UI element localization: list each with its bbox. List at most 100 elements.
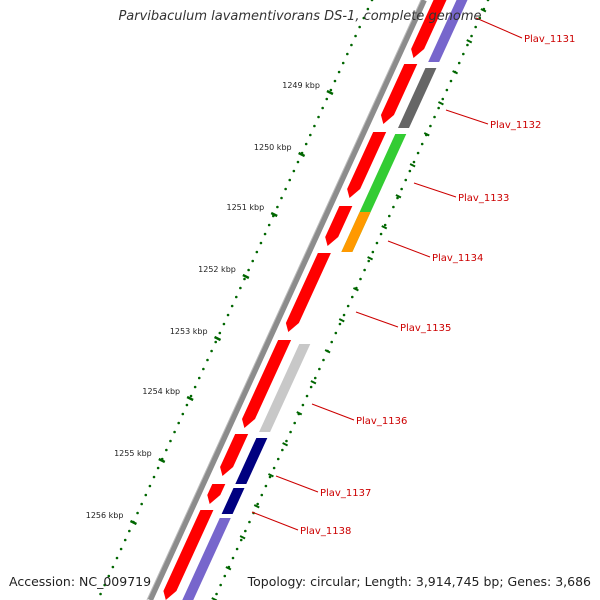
tick-dot-inner bbox=[429, 124, 432, 128]
tick-dot-inner bbox=[293, 421, 296, 425]
tick-dot-inner bbox=[322, 358, 325, 362]
reverse-cds-2 bbox=[398, 68, 437, 128]
tick-dot-outer bbox=[350, 43, 353, 47]
tick-dot-outer bbox=[309, 133, 312, 137]
tick-dot-outer bbox=[280, 196, 283, 200]
tick-dot-outer bbox=[354, 34, 357, 38]
kbp-tick-mark bbox=[186, 395, 194, 402]
kbp-tick-mark bbox=[326, 89, 334, 96]
tick-dot-outer bbox=[189, 394, 193, 398]
tick-dot-inner bbox=[412, 160, 416, 164]
forward-cds-4 bbox=[325, 206, 353, 246]
kbp-tick-label: 1252 kbp bbox=[198, 265, 236, 274]
gene-labels: Plav_1131 Plav_1132 Plav_1133 Plav_1134 Plav… bbox=[251, 17, 575, 537]
kbp-tick-label: 1256 kbp bbox=[86, 511, 124, 520]
tick-dot-outer bbox=[325, 97, 329, 101]
tick-dot-outer bbox=[123, 538, 127, 542]
tick-dot-inner bbox=[285, 439, 288, 443]
kbp-tick-mark bbox=[242, 273, 250, 280]
reverse-strand-cds bbox=[182, 0, 468, 600]
minor-tick-mark bbox=[296, 411, 303, 416]
tick-dot-inner bbox=[478, 16, 482, 20]
tick-dot-outer bbox=[214, 340, 218, 344]
reverse-cds-1 bbox=[428, 0, 468, 62]
gene-leader-line bbox=[251, 511, 299, 531]
kbp-tick-label: 1251 kbp bbox=[226, 203, 264, 212]
forward-cds-2 bbox=[380, 64, 418, 124]
backbone-ring bbox=[147, 0, 427, 600]
tick-dot-inner bbox=[219, 583, 222, 587]
minor-tick-mark bbox=[409, 163, 416, 168]
tick-dot-outer bbox=[247, 268, 250, 272]
reverse-cds-8 bbox=[182, 518, 231, 600]
tick-dot-outer bbox=[136, 511, 139, 515]
tick-dot-outer bbox=[370, 0, 374, 2]
tick-dot-outer bbox=[321, 106, 324, 110]
minor-tick-mark bbox=[267, 473, 274, 478]
minor-tick-mark bbox=[338, 318, 345, 323]
tick-dot-inner bbox=[334, 331, 338, 335]
backbone-highlight bbox=[146, 0, 422, 600]
minor-tick-mark bbox=[239, 535, 246, 540]
gene-label: Plav_1138 bbox=[300, 526, 351, 537]
gene-leader-line bbox=[387, 240, 431, 258]
tick-dot-outer bbox=[341, 61, 345, 65]
forward-cds-9 bbox=[163, 510, 214, 600]
tick-dot-outer bbox=[115, 556, 119, 560]
tick-dot-inner bbox=[223, 574, 227, 578]
tick-dot-inner bbox=[445, 88, 449, 92]
reverse-cds-4 bbox=[341, 212, 371, 252]
tick-dot-inner bbox=[309, 385, 313, 389]
tick-dot-outer bbox=[263, 232, 267, 236]
gene-leader-line bbox=[445, 109, 489, 125]
tick-dot-outer bbox=[276, 205, 279, 209]
kbp-tick-label: 1250 kbp bbox=[254, 143, 292, 152]
reverse-cds-5 bbox=[259, 344, 311, 432]
tick-dot-inner bbox=[400, 187, 403, 191]
gene-leader-line bbox=[311, 403, 355, 421]
tick-dot-outer bbox=[185, 403, 189, 407]
tick-dot-outer bbox=[292, 169, 296, 173]
tick-dot-outer bbox=[337, 70, 341, 74]
tick-dot-outer bbox=[222, 322, 226, 326]
tick-dot-outer bbox=[128, 529, 131, 533]
tick-dot-inner bbox=[215, 592, 218, 596]
minor-tick-mark bbox=[423, 132, 430, 137]
tick-dot-inner bbox=[301, 403, 305, 407]
tick-dot-outer bbox=[358, 25, 361, 29]
tick-dot-outer bbox=[313, 124, 316, 128]
map-title: Parvibaculum lavamentivorans DS-1, compl… bbox=[118, 9, 482, 24]
tick-dot-outer bbox=[284, 187, 287, 191]
minor-tick-mark bbox=[211, 597, 218, 600]
minor-tick-mark bbox=[480, 8, 487, 13]
tick-dot-outer bbox=[243, 277, 246, 281]
tick-dot-inner bbox=[359, 277, 362, 281]
tick-dot-outer bbox=[218, 331, 222, 335]
reverse-cds-7 bbox=[221, 488, 245, 514]
tick-dot-inner bbox=[474, 25, 477, 29]
tick-dot-inner bbox=[330, 340, 334, 344]
tick-dot-inner bbox=[408, 169, 412, 173]
kbp-tick-label: 1254 kbp bbox=[142, 387, 180, 396]
tick-dot-inner bbox=[235, 547, 239, 551]
minor-tick-mark bbox=[367, 256, 374, 261]
tick-dot-outer bbox=[181, 412, 185, 416]
tick-dot-outer bbox=[119, 547, 123, 551]
tick-dot-inner bbox=[244, 529, 247, 533]
tick-dot-outer bbox=[259, 241, 263, 245]
tick-dot-outer bbox=[206, 358, 209, 362]
tick-dot-outer bbox=[177, 421, 180, 425]
tick-dot-outer bbox=[169, 439, 172, 443]
minor-tick-mark bbox=[352, 287, 359, 292]
accession-text: Accession: NC_009719 bbox=[9, 574, 152, 589]
forward-cds-8 bbox=[207, 484, 226, 504]
tick-dot-outer bbox=[366, 7, 370, 11]
tick-dot-inner bbox=[420, 142, 424, 146]
tick-dot-inner bbox=[268, 475, 272, 479]
tick-dot-inner bbox=[392, 205, 395, 209]
forward-cds-6 bbox=[242, 340, 292, 428]
tick-dot-outer bbox=[152, 475, 156, 479]
tick-dot-outer bbox=[210, 349, 213, 353]
minor-tick-mark bbox=[395, 194, 402, 199]
